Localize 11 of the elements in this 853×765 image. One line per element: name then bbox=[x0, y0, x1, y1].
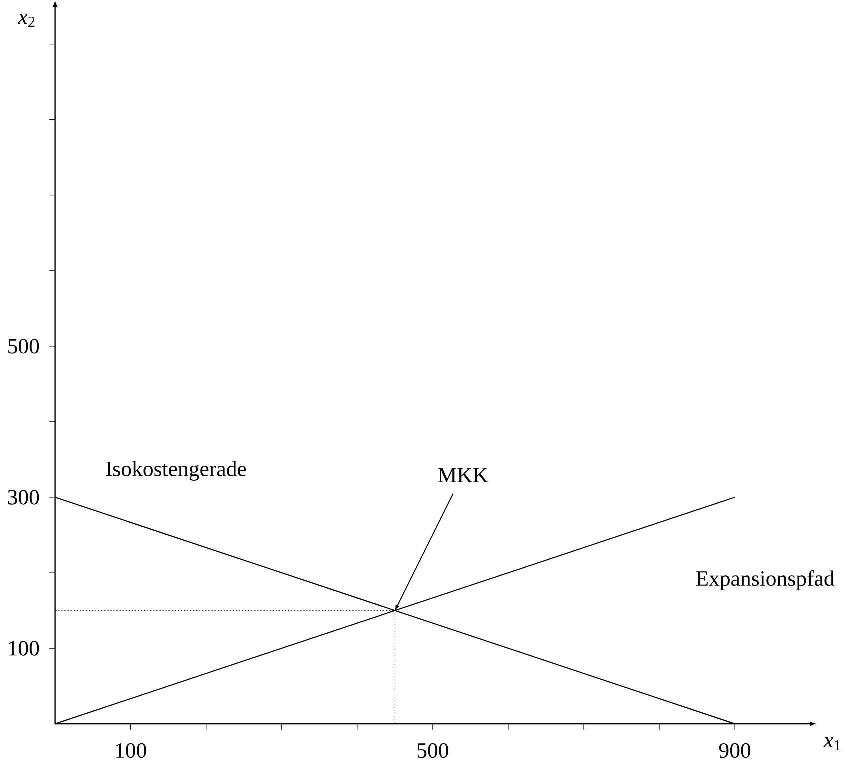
y-tick-label: 300 bbox=[8, 490, 40, 505]
y-axis-title: x$_{2}$ bbox=[18, 14, 35, 27]
series-label: Isokostengerade bbox=[106, 460, 246, 481]
x-tick-label: 500 bbox=[418, 743, 448, 758]
annotation: MKK bbox=[438, 468, 488, 482]
x-axis-title: x$_{1}$ bbox=[824, 737, 840, 750]
x-tick-label: 900 bbox=[719, 743, 751, 758]
y-tick-label: 100 bbox=[9, 641, 40, 656]
y-tick-label: 500 bbox=[8, 338, 40, 354]
text: Expansionspfad bbox=[696, 570, 835, 590]
x-tick-label: 100 bbox=[116, 743, 146, 758]
